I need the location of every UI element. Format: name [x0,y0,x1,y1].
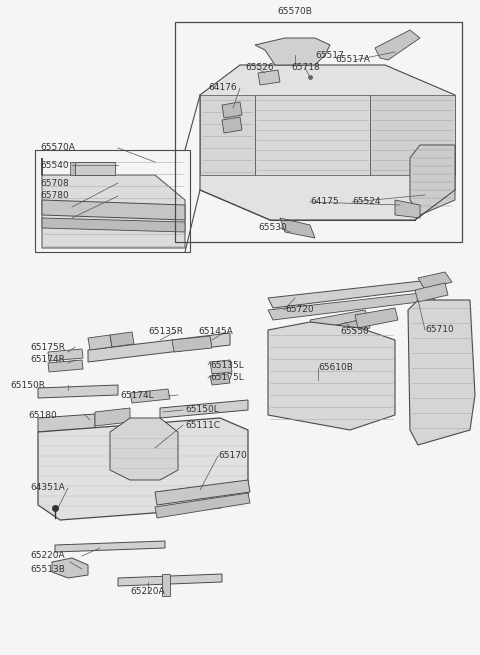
Text: 65174L: 65174L [120,390,154,400]
Polygon shape [310,310,368,330]
Polygon shape [88,335,112,350]
Polygon shape [222,117,242,133]
Polygon shape [48,349,83,361]
Polygon shape [415,283,448,302]
Text: 65517A: 65517A [335,56,370,64]
Bar [175,22,462,242]
Polygon shape [110,332,134,347]
Polygon shape [280,218,315,238]
Polygon shape [268,280,435,308]
Text: 64176: 64176 [208,83,237,92]
Polygon shape [95,408,130,426]
Text: 65150R: 65150R [10,381,45,390]
Polygon shape [210,374,230,385]
Text: 65170: 65170 [218,451,247,460]
Polygon shape [375,30,420,60]
Text: 65220A: 65220A [30,552,65,561]
Polygon shape [410,145,455,215]
Polygon shape [315,318,370,340]
Polygon shape [395,200,420,218]
Polygon shape [172,336,212,352]
Polygon shape [38,414,95,432]
Text: 65526: 65526 [245,64,274,73]
Text: 65145A: 65145A [198,328,233,337]
Text: 65540: 65540 [40,160,69,170]
Polygon shape [408,300,475,445]
Text: 65780: 65780 [40,191,69,200]
Text: 65720: 65720 [285,305,313,314]
Polygon shape [42,200,185,220]
Polygon shape [75,162,115,175]
Text: 65174R: 65174R [30,356,65,364]
Text: 65175L: 65175L [210,373,244,383]
Text: 65135L: 65135L [210,360,244,369]
Text: 65220A: 65220A [131,588,165,597]
Text: 65710: 65710 [425,326,454,335]
Polygon shape [118,574,222,586]
Polygon shape [418,272,452,290]
Text: 65610B: 65610B [318,364,353,373]
Polygon shape [255,38,330,65]
Polygon shape [210,360,232,374]
Text: 64351A: 64351A [30,483,65,493]
Polygon shape [258,70,280,85]
Text: 65111C: 65111C [185,421,220,430]
Polygon shape [222,102,242,118]
Polygon shape [42,158,185,248]
Text: 65150L: 65150L [185,405,219,415]
Polygon shape [70,162,75,175]
Polygon shape [130,389,170,403]
Polygon shape [55,541,165,552]
Polygon shape [48,360,83,372]
Polygon shape [42,218,185,232]
Text: 65524: 65524 [352,198,381,206]
Polygon shape [155,480,250,505]
Text: 65517: 65517 [315,50,344,60]
Text: 65708: 65708 [40,179,69,187]
Polygon shape [110,418,178,480]
Polygon shape [268,292,435,320]
Text: 65180: 65180 [28,411,57,419]
Polygon shape [38,385,118,398]
Polygon shape [52,558,88,578]
Polygon shape [268,322,395,430]
Bar [35,150,190,252]
Text: 65550: 65550 [340,328,369,337]
Polygon shape [88,333,230,362]
Polygon shape [255,95,370,175]
Polygon shape [162,574,170,596]
Text: 65718: 65718 [291,64,320,73]
Text: 65530: 65530 [258,223,287,233]
Polygon shape [355,308,398,328]
Polygon shape [38,418,248,520]
Text: 64175: 64175 [310,198,338,206]
Text: 65570A: 65570A [40,143,75,153]
Polygon shape [200,95,255,175]
Polygon shape [155,493,250,518]
Text: 65570B: 65570B [277,7,312,16]
Text: 65135R: 65135R [148,328,183,337]
Polygon shape [200,65,455,220]
Text: 65513B: 65513B [30,565,65,574]
Text: 65175R: 65175R [30,343,65,352]
Polygon shape [370,95,455,175]
Polygon shape [160,400,248,418]
